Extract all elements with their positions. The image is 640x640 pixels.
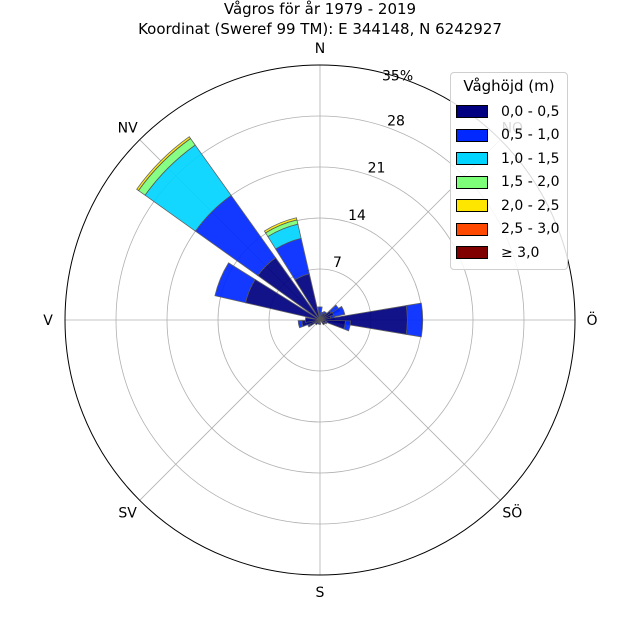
radial-tick-label: 14 [348,208,366,224]
direction-label: SÖ [502,503,522,521]
legend-swatch [456,128,488,142]
outer-circle [64,64,576,576]
direction-label: SV [118,505,137,521]
bar-segment [331,305,346,318]
legend-label: 1,5 - 2,0 [501,174,560,191]
chart-title: Vågros för år 1979 - 2019 [223,0,417,18]
legend-swatch [456,246,488,260]
legend-item: 0,5 - 1,0 [451,124,567,148]
legend-title: Våghöjd (m) [463,77,555,95]
radial-max-label: 35% [382,68,413,84]
bar-segment [263,217,298,234]
direction-label: V [43,313,53,329]
legend-swatch [456,175,488,189]
legend-label: ≥ 3,0 [501,244,540,261]
bar-segment [136,136,192,192]
bar-segment [305,317,321,323]
legend-label: 2,0 - 2,5 [501,197,560,214]
radial-tick-label: 21 [368,161,386,177]
legend: Våghöjd (m) 0,0 - 0,5 0,5 - 1,0 1,0 - 1,5 1… [450,72,568,270]
grid-spoke [139,319,321,501]
legend-swatch [456,222,488,236]
legend-item: 1,0 - 1,5 [451,147,567,171]
direction-label: S [316,585,325,601]
direction-label: Ö [586,311,597,329]
direction-label: N [315,41,325,57]
grid-spoke [319,319,501,501]
bar-segment [324,320,328,325]
bar-segment [405,302,424,338]
legend-swatch [456,199,488,213]
legend-item: 2,5 - 3,0 [451,218,567,242]
legend-item: 1,5 - 2,0 [451,171,567,195]
legend-swatch [456,152,488,166]
legend-item: ≥ 3,0 [451,241,567,265]
legend-label: 0,5 - 1,0 [501,127,560,144]
legend-item: 0,0 - 0,5 [451,100,567,124]
legend-item: 2,0 - 2,5 [451,194,567,218]
radial-tick-label: 7 [333,255,342,271]
chart-subtitle: Koordinat (Sweref 99 TM): E 344148, N 62… [138,20,502,38]
bar-segment [214,262,256,304]
legend-label: 1,0 - 1,5 [501,150,560,167]
direction-label: NV [118,121,138,137]
legend-swatch [456,105,488,119]
bar-segment [343,320,351,332]
legend-label: 0,0 - 0,5 [501,103,560,120]
legend-label: 2,5 - 3,0 [501,221,560,238]
bar-segment [319,319,326,326]
radial-tick-label: 28 [387,114,405,130]
bar-segment [297,320,304,329]
